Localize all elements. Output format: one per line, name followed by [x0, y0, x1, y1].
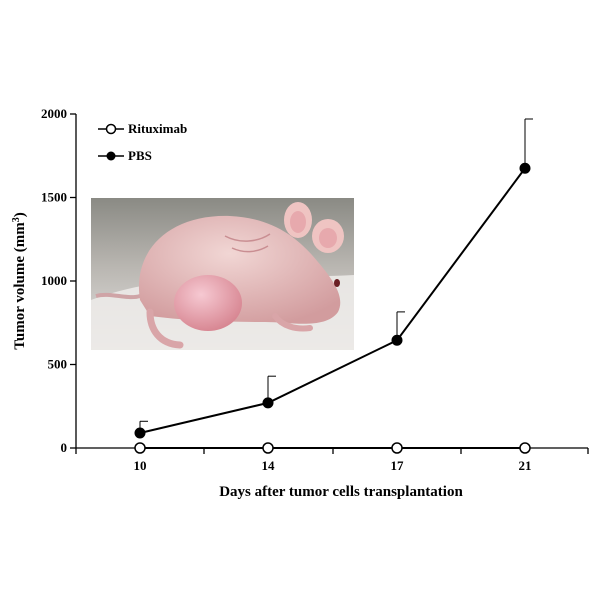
x-tick-label: 17 — [391, 458, 405, 473]
y-tick-label: 500 — [48, 357, 68, 372]
series-line-pbs — [139, 167, 526, 434]
legend-item-pbs: PBS — [98, 148, 152, 163]
legend-label-rituximab: Rituximab — [128, 121, 187, 136]
y-tick-label: 1000 — [41, 273, 67, 288]
data-point-pbs — [134, 427, 146, 439]
legend: Rituximab PBS — [98, 121, 187, 163]
legend-marker-pbs — [106, 151, 116, 161]
data-point-pbs — [391, 334, 403, 346]
series-layer — [134, 118, 533, 454]
legend-item-rituximab: Rituximab — [98, 121, 187, 136]
y-tick-label: 1500 — [41, 190, 67, 205]
y-axis-title: Tumor volume (mm3) — [11, 212, 29, 350]
data-point-rituximab — [391, 442, 403, 454]
data-point-rituximab — [262, 442, 274, 454]
data-point-rituximab — [519, 442, 531, 454]
data-point-pbs — [262, 397, 274, 409]
data-point-pbs — [519, 162, 531, 174]
x-axis-title: Days after tumor cells transplantation — [219, 484, 463, 500]
legend-marker-rituximab — [105, 123, 117, 135]
legend-label-pbs: PBS — [128, 148, 152, 163]
y-tick-label: 0 — [61, 440, 68, 455]
data-point-rituximab — [134, 442, 146, 454]
inset-mouse-photo — [91, 198, 354, 350]
x-ticks: 10 14 17 21 — [75, 448, 589, 473]
y-ticks: 0 500 1000 1500 2000 — [41, 106, 76, 455]
x-tick-label: 21 — [519, 458, 532, 473]
x-tick-label: 10 — [134, 458, 147, 473]
y-tick-label: 2000 — [41, 106, 67, 121]
x-tick-label: 14 — [262, 458, 276, 473]
